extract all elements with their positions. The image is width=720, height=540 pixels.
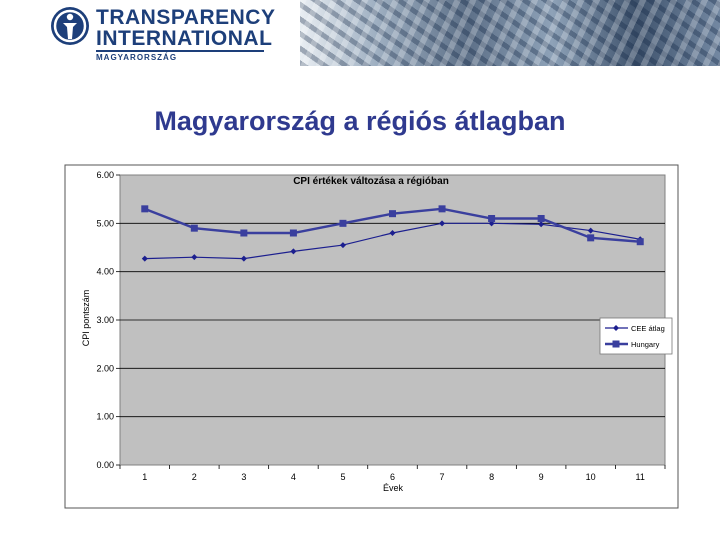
y-tick-label: 4.00	[96, 267, 114, 277]
data-point	[240, 229, 248, 237]
x-tick-label: 1	[142, 472, 147, 482]
y-tick-label: 1.00	[96, 412, 114, 422]
data-point	[289, 229, 297, 237]
data-point	[339, 219, 347, 227]
legend-marker	[613, 325, 619, 331]
y-tick-label: 0.00	[96, 460, 114, 470]
y-tick-label: 6.00	[96, 170, 114, 180]
legend: CEE átlag Hungary	[599, 317, 673, 355]
data-point	[438, 205, 446, 213]
x-tick-label: 7	[440, 472, 445, 482]
y-axis-label: CPI pontszám	[81, 290, 91, 347]
x-tick-label: 8	[489, 472, 494, 482]
data-point	[339, 242, 346, 249]
x-tick-label: 6	[390, 472, 395, 482]
transparency-international-logo-icon	[51, 7, 89, 45]
data-point	[488, 215, 496, 222]
data-point	[538, 221, 545, 228]
data-point	[389, 210, 396, 218]
x-tick-label: 9	[539, 472, 544, 482]
logo-subtitle: MAGYARORSZÁG	[96, 53, 178, 62]
data-point	[389, 230, 396, 236]
x-tick-label: 11	[636, 472, 645, 482]
y-tick-label: 3.00	[96, 315, 114, 325]
data-point	[439, 220, 446, 227]
y-tick-label: 2.00	[96, 363, 114, 373]
slide-title: Magyarország a régiós átlagban	[154, 106, 566, 136]
series	[141, 205, 644, 262]
data-point	[190, 224, 198, 232]
x-tick-label: 5	[340, 472, 345, 482]
y-tick-label: 5.00	[96, 218, 114, 228]
data-point	[191, 254, 198, 261]
x-tick-label: 3	[241, 472, 246, 482]
x-tick-label: 2	[192, 472, 197, 482]
axes: 0.00 1.00 2.00 3.00 4.00 5.00 6.00 1 2 3 4 5 6 7 8 9 10 1…	[96, 170, 666, 482]
gridlines	[120, 222, 665, 418]
data-point	[537, 215, 545, 222]
data-point	[240, 255, 247, 262]
logo-divider	[96, 50, 264, 52]
data-point	[587, 227, 594, 234]
data-point	[141, 255, 148, 262]
header: TRANSPARENCY INTERNATIONAL MAGYARORSZÁG	[0, 0, 720, 66]
legend-label: CEE átlag	[631, 324, 665, 333]
logo: TRANSPARENCY INTERNATIONAL MAGYARORSZÁG	[0, 0, 300, 66]
data-point	[141, 205, 149, 213]
header-banner-image	[300, 0, 720, 66]
data-point	[290, 248, 297, 255]
chart-title: CPI értékek változása a régióban	[293, 176, 449, 187]
legend-marker	[612, 340, 620, 348]
logo-text-line2: INTERNATIONAL	[96, 27, 273, 50]
data-point	[587, 234, 595, 242]
x-axis-label: Évek	[383, 483, 404, 493]
legend-box	[599, 317, 673, 355]
x-tick-label: 4	[291, 472, 296, 482]
logo-text-line1: TRANSPARENCY	[96, 6, 276, 29]
legend-label: Hungary	[631, 340, 660, 349]
x-tick-label: 10	[586, 472, 596, 482]
data-point	[636, 238, 644, 246]
